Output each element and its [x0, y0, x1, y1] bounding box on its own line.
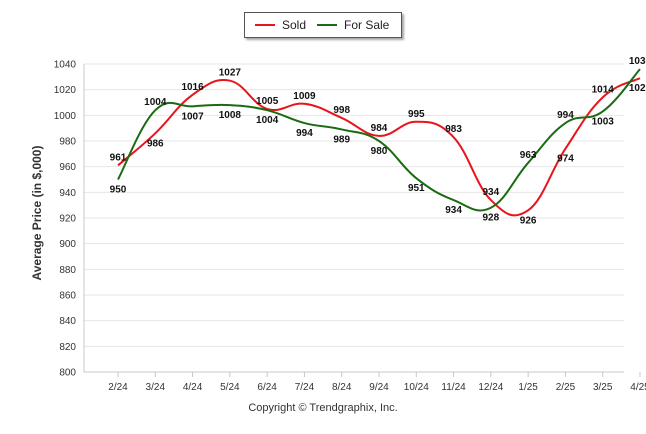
y-tick-label: 1040 [54, 60, 77, 71]
data-label: 989 [333, 134, 350, 145]
y-tick-label: 960 [59, 162, 76, 173]
data-label: 986 [147, 138, 164, 149]
y-tick-label: 800 [59, 368, 76, 379]
x-tick-label: 12/24 [478, 382, 503, 393]
y-tick-label: 1000 [54, 111, 77, 122]
data-label: 1003 [592, 116, 615, 127]
legend-swatch-for-sale [317, 24, 337, 26]
x-tick-label: 5/24 [220, 382, 240, 393]
data-label: 1004 [144, 97, 167, 108]
data-label: 934 [445, 205, 462, 216]
x-tick-label: 3/25 [593, 382, 613, 393]
data-label: 983 [445, 124, 462, 135]
legend: Sold For Sale [244, 12, 402, 38]
x-tick-label: 10/24 [404, 382, 429, 393]
x-tick-label: 8/24 [332, 382, 352, 393]
y-tick-label: 860 [59, 291, 76, 302]
data-label: 984 [371, 123, 388, 134]
data-label: 1016 [181, 82, 204, 93]
x-tick-label: 11/24 [441, 382, 466, 393]
data-label: 1014 [592, 84, 615, 95]
y-tick-label: 980 [59, 137, 76, 148]
x-tick-label: 1/25 [518, 382, 538, 393]
y-tick-label: 880 [59, 265, 76, 276]
y-tick-label: 940 [59, 188, 76, 199]
x-tick-label: 2/24 [108, 382, 128, 393]
data-label: 1009 [293, 91, 316, 102]
data-labels: 961 986 1016 1027 1005 1009 998 984 995 983 934 926… [110, 56, 646, 226]
series-line-for-sale [117, 68, 641, 212]
data-label: 928 [483, 213, 500, 224]
x-axis-ticks: 2/24 3/24 4/24 5/24 6/24 7/24 8/24 9/24 10/24 11/… [108, 372, 646, 393]
x-tick-label: 3/24 [146, 382, 166, 393]
y-tick-label: 1020 [54, 85, 77, 96]
legend-item-sold[interactable]: Sold [255, 13, 325, 37]
x-tick-label: 6/24 [257, 382, 277, 393]
axes [83, 64, 624, 373]
x-tick-label: 4/24 [183, 382, 203, 393]
y-tick-label: 920 [59, 214, 76, 225]
data-label: 934 [483, 187, 500, 198]
data-label: 995 [408, 109, 425, 120]
data-label: 961 [110, 152, 127, 163]
data-label: 1036 [629, 56, 646, 67]
grid-lines [84, 63, 624, 373]
data-label: 1007 [181, 111, 204, 122]
x-tick-label: 2/25 [556, 382, 576, 393]
data-label: 1027 [219, 68, 242, 79]
data-label: 994 [296, 128, 313, 139]
data-label: 1008 [219, 110, 242, 121]
data-label: 1004 [256, 115, 279, 126]
series-line-sold [117, 77, 641, 217]
data-label: 994 [557, 110, 574, 121]
data-label: 950 [110, 185, 127, 196]
x-tick-label: 4/25 [630, 382, 646, 393]
data-label: 951 [408, 183, 425, 194]
y-axis-label: Average Price (in $,000) [30, 145, 44, 281]
copyright-text: Copyright © Trendgraphix, Inc. [248, 402, 398, 414]
x-tick-label: 7/24 [295, 382, 315, 393]
y-tick-label: 820 [59, 342, 76, 353]
legend-label-for-sale: For Sale [344, 18, 390, 32]
data-label: 998 [333, 105, 350, 116]
data-label: 974 [557, 154, 574, 165]
series-lines [117, 68, 641, 217]
legend-swatch-sold [255, 24, 275, 26]
data-label: 963 [520, 150, 537, 161]
legend-item-for-sale[interactable]: For Sale [317, 13, 399, 37]
y-tick-label: 840 [59, 316, 76, 327]
y-axis-ticks: 800 820 840 860 880 900 920 940 960 980 1000 1020 10… [54, 60, 77, 379]
data-label: 1005 [256, 96, 279, 107]
legend-label-sold: Sold [282, 18, 307, 32]
data-label: 980 [371, 146, 388, 157]
x-tick-label: 9/24 [369, 382, 389, 393]
y-tick-label: 900 [59, 239, 76, 250]
data-label: 926 [520, 215, 537, 226]
